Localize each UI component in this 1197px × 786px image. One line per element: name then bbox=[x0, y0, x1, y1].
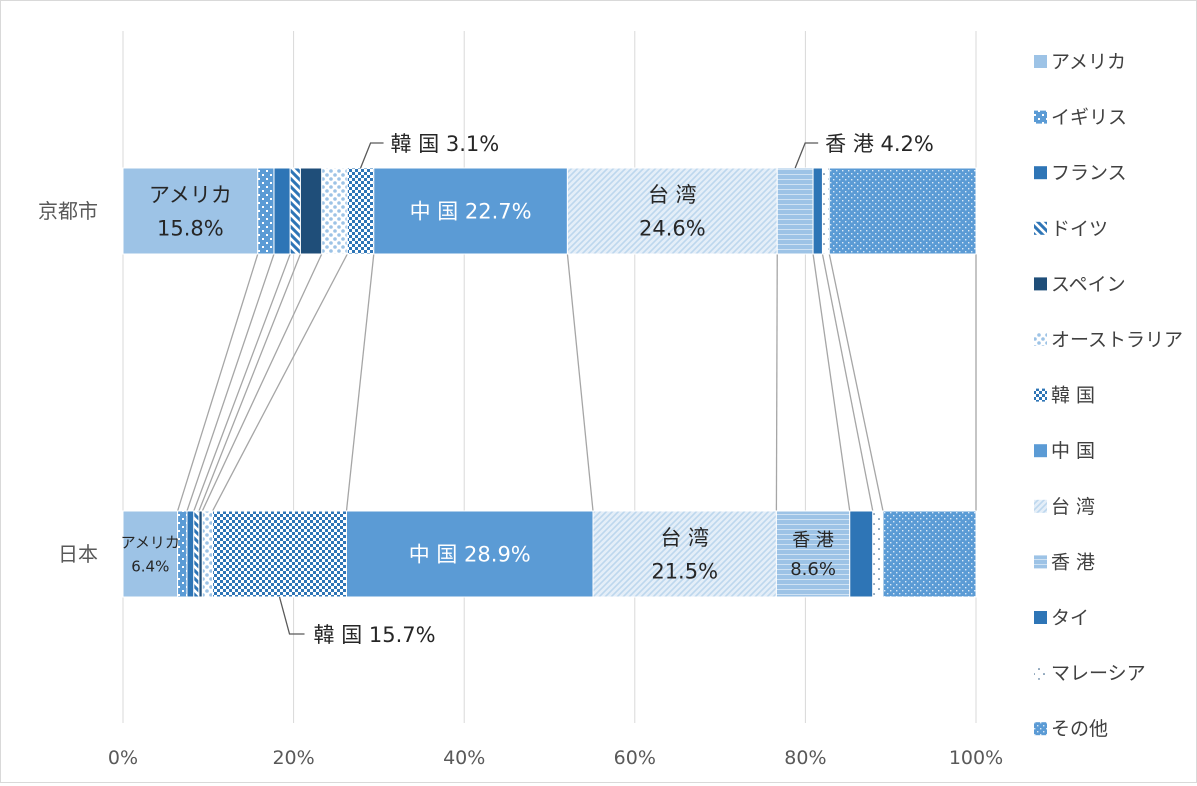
legend-swatch bbox=[1034, 221, 1047, 235]
connector-line bbox=[821, 253, 874, 512]
legend-label: オーストラリア bbox=[1051, 329, 1183, 351]
legend-label: アメリカ bbox=[1051, 51, 1126, 73]
connector-line bbox=[345, 253, 375, 512]
bar-segment bbox=[373, 167, 568, 255]
data-label: 中 国 28.9% bbox=[409, 543, 531, 567]
legend-swatch bbox=[1034, 333, 1047, 346]
bar-segment bbox=[776, 167, 814, 255]
x-tick-label: 80% bbox=[784, 747, 826, 769]
legend-label: その他 bbox=[1051, 718, 1108, 740]
x-tick-label: 0% bbox=[108, 747, 138, 769]
bar-segment bbox=[821, 167, 830, 255]
legend-swatch bbox=[1034, 666, 1047, 680]
bar-segment bbox=[828, 167, 977, 255]
bar-segment bbox=[345, 510, 594, 598]
connector-line bbox=[828, 253, 884, 512]
connector-line bbox=[176, 253, 259, 512]
legend-label: タイ bbox=[1051, 607, 1089, 629]
bar-segment bbox=[299, 167, 323, 255]
data-label: 15.8% bbox=[157, 216, 224, 240]
legend-swatch bbox=[1034, 388, 1047, 402]
data-label: 中 国 22.7% bbox=[410, 200, 532, 224]
legend-label: 香 港 bbox=[1051, 551, 1095, 573]
bar-segment bbox=[257, 167, 275, 255]
bar-segment bbox=[882, 510, 977, 598]
legend-swatch bbox=[1034, 166, 1047, 180]
data-labels: アメリカ 15.8% 中 国 22.7% 台 湾 24.6% 韓 国 3.1% 香 港 4.… bbox=[121, 132, 934, 647]
connector-line bbox=[211, 253, 348, 512]
bar-segment bbox=[122, 167, 259, 255]
callout-leader bbox=[359, 142, 384, 169]
data-label: アメリカ bbox=[149, 183, 232, 207]
connector-line bbox=[201, 253, 323, 512]
data-label: 8.6% bbox=[790, 559, 836, 580]
x-tick-label: 40% bbox=[443, 747, 485, 769]
data-label: 6.4% bbox=[131, 557, 169, 575]
bar-segment bbox=[177, 510, 188, 598]
bar-segment bbox=[592, 510, 777, 598]
callout-label: 韓 国 3.1% bbox=[391, 132, 500, 156]
data-label: 香 港 bbox=[792, 530, 834, 551]
x-tick-label: 60% bbox=[614, 747, 656, 769]
bar-segment bbox=[346, 167, 375, 255]
connector-line bbox=[775, 253, 778, 512]
bar-segment bbox=[122, 510, 179, 598]
bar-segment bbox=[321, 167, 348, 255]
legend-swatch bbox=[1034, 110, 1047, 124]
bar-segment bbox=[212, 510, 347, 598]
callout-leader bbox=[278, 596, 305, 635]
bar-segments bbox=[122, 167, 977, 598]
category-label: 京都市 bbox=[38, 199, 98, 223]
callout-label: 韓 国 15.7% bbox=[314, 623, 436, 647]
legend-label: マレーシア bbox=[1051, 663, 1146, 685]
bar-segment bbox=[193, 510, 200, 598]
legend-swatch bbox=[1034, 444, 1047, 458]
bar-segment bbox=[872, 510, 884, 598]
data-label: 台 湾 bbox=[648, 183, 697, 207]
legend-swatch bbox=[1034, 722, 1047, 736]
bar-segment bbox=[289, 167, 301, 255]
bar-segment bbox=[849, 510, 874, 598]
legend-label: スペイン bbox=[1051, 273, 1126, 295]
x-tick-label: 100% bbox=[949, 747, 1003, 769]
bar-segment bbox=[775, 510, 851, 598]
x-tick-label: 20% bbox=[272, 747, 314, 769]
connector-line bbox=[812, 253, 851, 512]
connector-line bbox=[186, 253, 275, 512]
legend-swatch bbox=[1034, 55, 1047, 68]
legend-label: 韓 国 bbox=[1051, 385, 1095, 407]
bar-segment bbox=[198, 510, 203, 598]
bar-segment bbox=[566, 167, 778, 255]
data-label: 24.6% bbox=[639, 216, 706, 240]
legend-label: フランス bbox=[1051, 162, 1127, 184]
bar-segment bbox=[186, 510, 195, 598]
legend-swatch bbox=[1034, 555, 1047, 569]
legend-label: ドイツ bbox=[1051, 218, 1108, 240]
connector-line bbox=[566, 253, 594, 512]
callout-leader bbox=[794, 142, 819, 169]
data-label: アメリカ bbox=[121, 533, 180, 551]
data-label: 21.5% bbox=[651, 559, 718, 583]
legend-swatch bbox=[1034, 611, 1047, 624]
bar-segment bbox=[201, 510, 214, 598]
category-label: 日本 bbox=[58, 542, 98, 566]
legend-label: イギリス bbox=[1051, 107, 1127, 129]
legend-swatch bbox=[1034, 499, 1047, 513]
connector-line bbox=[193, 253, 291, 512]
legend-label: 台 湾 bbox=[1051, 496, 1095, 518]
legend-label: 中 国 bbox=[1051, 440, 1095, 462]
bar-segment bbox=[273, 167, 291, 255]
data-label: 台 湾 bbox=[660, 526, 709, 550]
series-connector-lines bbox=[176, 253, 977, 512]
bar-segment bbox=[812, 167, 823, 255]
legend-swatch bbox=[1034, 277, 1047, 291]
connector-line bbox=[198, 253, 302, 512]
callout-label: 香 港 4.2% bbox=[825, 132, 934, 156]
